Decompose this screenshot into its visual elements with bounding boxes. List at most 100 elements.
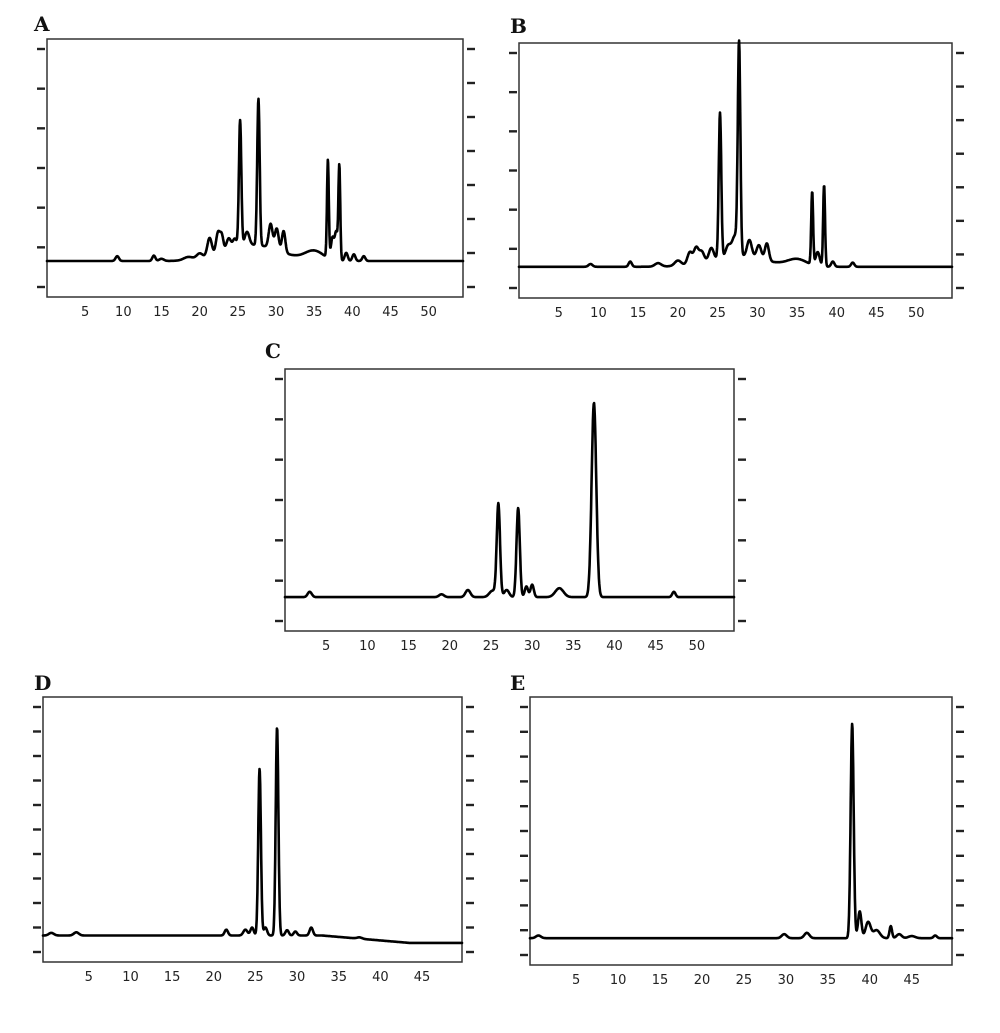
panel-d-y-tick-left (33, 926, 41, 929)
panel-d-y-tick-left (33, 828, 41, 831)
panel-d-y-tick-left (33, 705, 41, 709)
panel-d-x-tick-label: 35 (330, 970, 347, 985)
panel-c-x-tick-label: 15 (400, 639, 417, 654)
panel-a-label: A (33, 12, 50, 36)
panel-b-y-tick-right (956, 51, 964, 55)
panel-b-y-tick-right (956, 286, 964, 290)
panel-c-y-tick-right (738, 377, 746, 381)
panel-d-x-tick-label: 30 (289, 970, 306, 985)
panel-b-y-tick-right (956, 152, 964, 155)
panel-d-y-tick-left (33, 779, 41, 782)
panel-e-x-tick-label: 5 (572, 973, 580, 988)
panel-a-y-tick-right (467, 251, 475, 255)
panel-e-x-tick-label: 15 (652, 973, 669, 988)
panel-d-x-tick-label: 15 (164, 970, 181, 985)
panel-d-y-tick-right (466, 754, 474, 758)
panel-d-x-tick-label: 5 (85, 970, 93, 985)
panel-a-x-tick-label: 15 (153, 305, 170, 320)
panel-b-x-tick-label: 5 (555, 306, 563, 321)
panel-e-y-tick-right (956, 705, 964, 709)
panel-b-y-tick-right (956, 219, 964, 223)
panel-c: C 5 10 15 20 25 30 35 40 45 50 (265, 339, 746, 654)
panel-c-trace (283, 401, 736, 599)
panel-e-y-tick-left (520, 755, 528, 758)
panel-b-x-tick-label: 25 (709, 306, 726, 321)
panel-e-y-tick-left (520, 829, 528, 833)
panel-e-y-tick-left (520, 730, 528, 733)
panel-e-y-tick-right (956, 904, 964, 907)
panel-e-y-tick-right (956, 755, 964, 758)
panel-d-y-tick-right (466, 926, 474, 929)
panel-e-x-tick-label: 30 (778, 973, 795, 988)
panel-e-label: E (510, 671, 525, 695)
panel-b-y-tick-left (509, 130, 517, 133)
panel-e-x-ticks: 5 10 15 20 25 30 35 40 45 (572, 973, 920, 988)
panel-e-y-tick-left (520, 879, 528, 882)
panel-a-y-ticks (37, 47, 475, 289)
panel-a-y-tick-left (37, 47, 45, 51)
panel-c-y-tick-left (275, 418, 283, 421)
panel-d-y-tick-right (466, 828, 474, 831)
panel-e-y-tick-left (520, 904, 528, 907)
panel-d-y-tick-right (466, 803, 474, 807)
panel-e-trace (528, 722, 954, 940)
panel-c-y-tick-right (738, 418, 746, 421)
panel-c-x-tick-label: 5 (322, 639, 330, 654)
panel-c-y-tick-left (275, 498, 283, 502)
panel-a-y-tick-left (37, 87, 45, 90)
panel-b-x-tick-label: 20 (670, 306, 687, 321)
panel-b-y-tick-left (509, 169, 517, 172)
panel-e-y-tick-left (520, 780, 528, 783)
panel-a-trace (45, 97, 465, 263)
panel-b: B 5 10 15 20 25 30 35 40 45 50 (509, 14, 964, 321)
panel-e-y-tick-right (956, 829, 964, 833)
panel-c-x-tick-label: 25 (483, 639, 500, 654)
panel-d-y-tick-left (33, 754, 41, 758)
panel-a-x-tick-label: 40 (344, 305, 361, 320)
panel-a-x-tick-label: 50 (420, 305, 437, 320)
panel-e-frame (529, 696, 953, 966)
panel-a-y-tick-left (37, 166, 45, 170)
panel-a-y-tick-left (37, 285, 45, 289)
panel-b-y-ticks (509, 51, 964, 290)
panel-d-y-tick-left (33, 901, 41, 905)
panel-d-y-tick-left (33, 730, 41, 733)
panel-d-trace (41, 727, 464, 945)
panel-b-y-tick-right (956, 118, 964, 122)
panel-d-label: D (34, 671, 51, 695)
panel-e-x-tick-label: 40 (862, 973, 879, 988)
panel-e-y-tick-right (956, 854, 964, 857)
panel-b-x-ticks: 5 10 15 20 25 30 35 40 45 50 (555, 306, 925, 321)
panel-c-y-ticks (275, 377, 746, 623)
panel-b-y-tick-left (509, 90, 517, 94)
panel-d-x-tick-label: 20 (205, 970, 222, 985)
panel-d: D 5 10 15 20 25 30 35 40 45 (33, 671, 474, 985)
panel-d-y-ticks (33, 705, 474, 954)
panel-e-x-tick-label: 25 (736, 973, 753, 988)
panel-a-x-tick-label: 10 (115, 305, 132, 320)
panel-b-label: B (510, 14, 527, 38)
panel-e-x-tick-label: 20 (694, 973, 711, 988)
panel-e-y-tick-right (956, 929, 964, 932)
panel-a-frame (46, 38, 464, 298)
panel-a-x-tick-label: 5 (81, 305, 89, 320)
panel-d-x-tick-label: 10 (122, 970, 139, 985)
panel-d-y-tick-left (33, 877, 41, 880)
panel-a: A 5 10 15 20 25 30 35 40 45 50 (33, 12, 475, 320)
panel-b-trace (517, 39, 954, 269)
panel-c-y-tick-right (738, 498, 746, 502)
panel-e: E 5 10 15 20 25 30 35 40 45 (510, 671, 964, 988)
panel-a-x-tick-label: 25 (230, 305, 247, 320)
panel-d-y-tick-left (33, 950, 41, 954)
panel-c-y-tick-left (275, 377, 283, 381)
panel-c-y-tick-left (275, 619, 283, 623)
panel-a-y-tick-left (37, 246, 45, 249)
panel-c-x-tick-label: 30 (524, 639, 541, 654)
panel-c-y-tick-left (275, 579, 283, 582)
panel-b-x-tick-label: 40 (829, 306, 846, 321)
panel-e-x-tick-label: 45 (903, 973, 920, 988)
panel-c-y-tick-right (738, 539, 746, 542)
panel-b-y-tick-left (509, 208, 517, 211)
panel-b-x-tick-label: 10 (590, 306, 607, 321)
